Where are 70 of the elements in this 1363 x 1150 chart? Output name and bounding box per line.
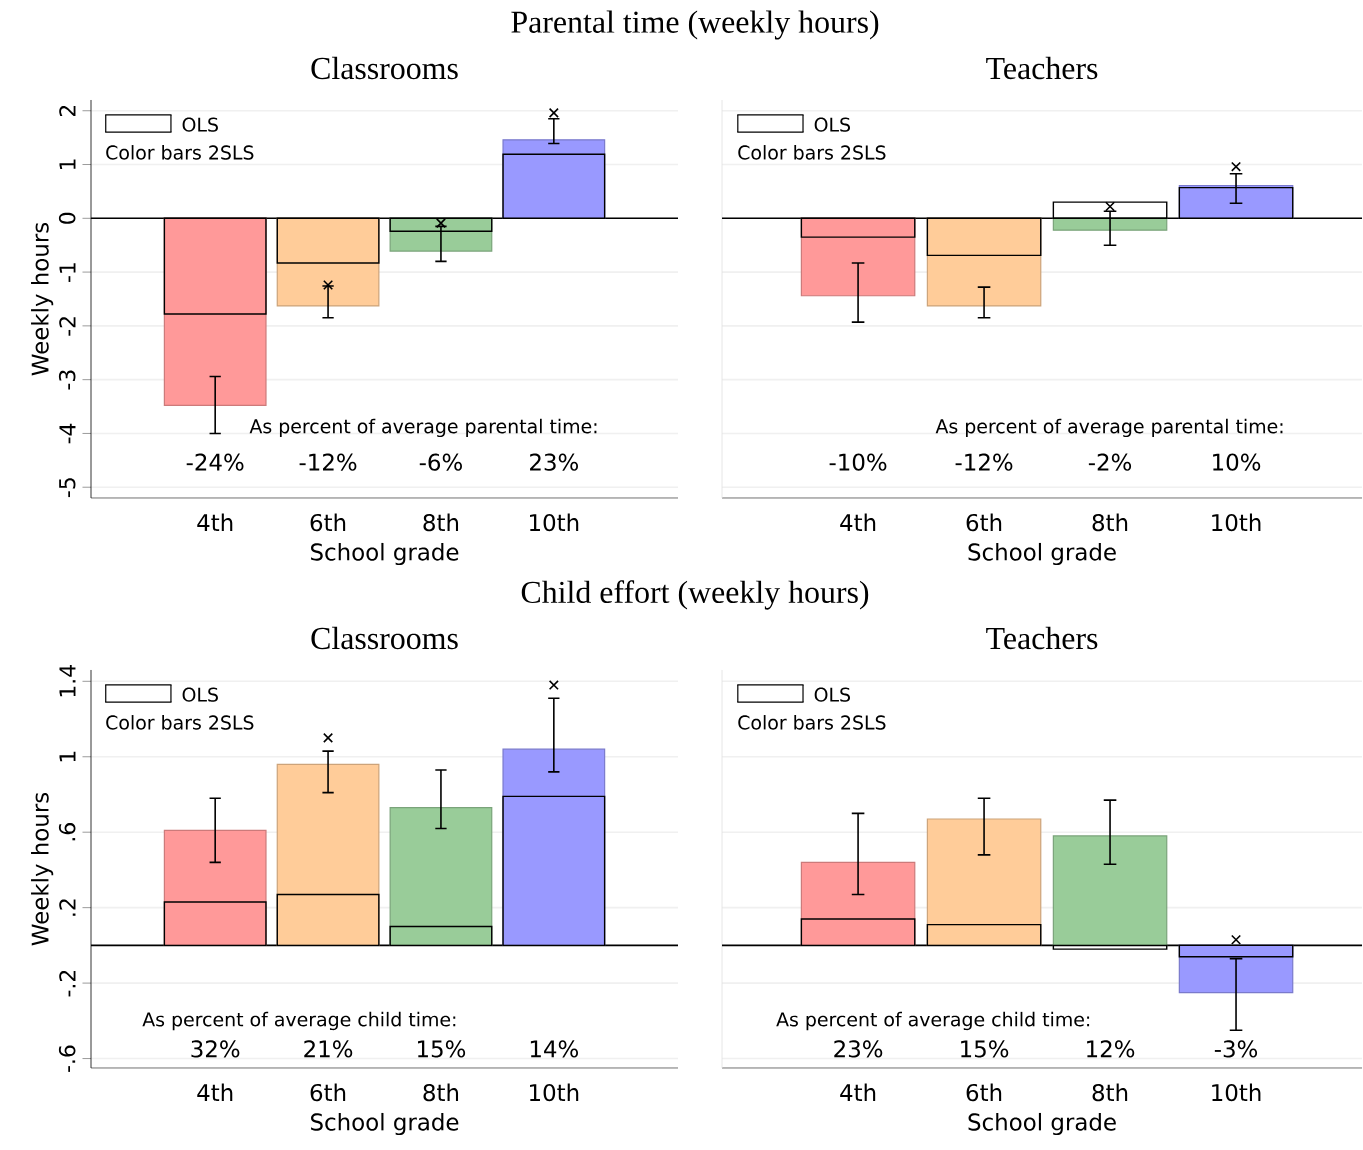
y-tick-label: .2 — [59, 899, 76, 916]
annotation: 32% — [191, 1040, 240, 1058]
chart-title: Child effort (weekly hours) — [521, 580, 869, 610]
chart-title: Parental time (weekly hours) — [511, 10, 879, 40]
x-axis-title: School grade — [311, 1112, 459, 1136]
annotation: 21% — [304, 1040, 353, 1058]
y-tick-label: -.6 — [58, 1045, 76, 1072]
x-tick-label: 10th — [530, 1083, 579, 1102]
y-tick-label: 1 — [59, 751, 76, 762]
x-axis-title: School grade — [968, 542, 1116, 566]
legend-title: Color bars 2SLS — [106, 715, 254, 730]
y-axis-title: Weekly hours — [31, 222, 54, 376]
x-axis-title: School grade — [311, 542, 459, 566]
x-tick-label: 10th — [1212, 1083, 1261, 1102]
annotation: 10% — [1213, 453, 1261, 471]
x-tick-label: 8th — [1092, 1083, 1128, 1102]
annotation: 23% — [530, 453, 579, 471]
x-tick-label: 6th — [310, 1083, 346, 1102]
x-tick-label: 6th — [310, 513, 346, 532]
annotation: 14% — [530, 1040, 579, 1058]
annotation: -12% — [299, 453, 357, 471]
legend-label: OLS — [814, 117, 851, 132]
chart-subtitle: Classrooms — [311, 626, 458, 650]
annotation: 15% — [418, 1040, 466, 1058]
x-tick-label: 4th — [840, 513, 876, 531]
y-tick-label: 1.4 — [59, 665, 76, 697]
annotation: As percent of average parental time: — [249, 418, 597, 438]
legend-label: OLS — [182, 117, 218, 132]
x-tick-label: 10th — [530, 513, 579, 532]
x-tick-label: 4th — [197, 513, 233, 531]
legend-label: OLS — [182, 687, 218, 702]
legend-title: Color bars 2SLS — [106, 145, 254, 160]
legend-title: Color bars 2SLS — [738, 715, 886, 730]
y-tick-label: 1 — [59, 159, 76, 170]
x-tick-label: 4th — [840, 1083, 876, 1101]
annotation: 15% — [961, 1040, 1009, 1058]
x-axis-title: School grade — [968, 1112, 1116, 1136]
y-tick-label: -5 — [59, 478, 76, 498]
chart-subtitle: Classrooms — [311, 56, 458, 80]
y-tick-label: -.2 — [59, 970, 76, 997]
x-tick-label: 4th — [197, 1083, 233, 1101]
x-tick-label: 8th — [423, 1083, 459, 1102]
x-tick-label: 8th — [423, 513, 459, 532]
y-tick-label: 0 — [58, 212, 76, 224]
chart-subtitle: Teachers — [986, 626, 1098, 650]
y-tick-label: -2 — [59, 317, 76, 336]
annotation: -24% — [186, 453, 244, 471]
legend-label: OLS — [814, 687, 851, 702]
annotation: -12% — [955, 453, 1013, 471]
x-tick-label: 10th — [1212, 513, 1261, 532]
annotation: As percent of average child time: — [142, 1011, 456, 1031]
annotation: As percent of average parental time: — [935, 418, 1283, 438]
y-tick-label: 2 — [59, 105, 76, 117]
x-tick-label: 8th — [1092, 513, 1128, 532]
annotation: -6% — [419, 453, 462, 471]
annotation: -2% — [1088, 453, 1132, 471]
chart-subtitle: Teachers — [986, 56, 1098, 80]
x-tick-label: 6th — [966, 1083, 1002, 1102]
y-axis-title: Weekly hours — [31, 792, 54, 946]
y-tick-label: -3 — [58, 370, 76, 390]
annotation: As percent of average child time: — [776, 1011, 1090, 1031]
annotation: -3% — [1214, 1040, 1258, 1058]
annotation: 23% — [834, 1040, 883, 1058]
annotation: -10% — [829, 453, 887, 471]
y-tick-label: -4 — [59, 423, 76, 444]
x-tick-label: 6th — [966, 513, 1002, 532]
y-tick-label: -1 — [59, 263, 76, 282]
legend-title: Color bars 2SLS — [738, 145, 886, 160]
annotation: 12% — [1087, 1040, 1135, 1058]
y-tick-label: .6 — [58, 823, 76, 841]
